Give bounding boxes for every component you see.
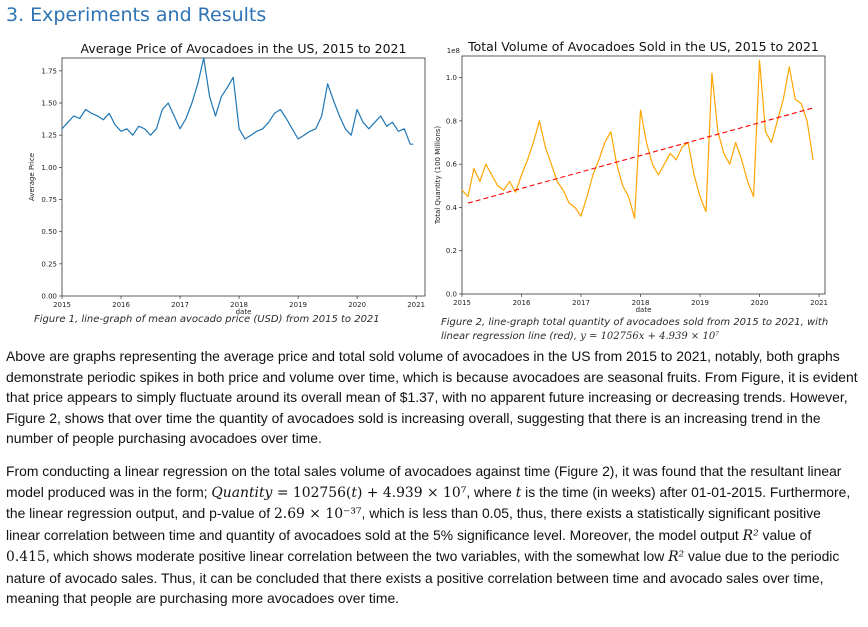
plot-frame [61,57,426,297]
y-tick-label: 1.75 [41,67,57,75]
equation-coefficient: = 102756( [272,484,352,501]
equation-quantity: Quantity [211,484,273,501]
x-tick-label: 2016 [112,301,130,309]
p-value: 2.69 × 10⁻³⁷ [273,506,362,522]
x-tick-label: 2020 [348,301,366,309]
x-tick-label: 2015 [453,299,471,307]
x-tick-label: 2019 [691,299,709,307]
y-axis-label: Average Price [28,153,36,201]
x-tick-label: 2019 [289,301,307,309]
x-tick-label: 2018 [632,299,650,307]
equation-intercept: ) + 4.939 × 10⁷ [356,484,467,501]
regression-text-4: , which is less than 0.05, thus, there e… [6,505,821,543]
regression-text-2: , where [466,483,516,500]
paragraph-discussion: Above are graphs representing the averag… [6,348,858,446]
x-tick-label: 2018 [230,301,248,309]
series-line [461,59,814,219]
chart-title: Average Price of Avocadoes in the US, 20… [81,41,407,56]
y-tick-label: 0.2 [446,247,457,255]
y-axis-label: Total Quantity (100 Millions) [434,126,442,226]
figure1-caption-text: Figure 1, line-graph of mean avocado pri… [34,314,380,325]
regression-text-1: From conducting a linear regression on t… [6,463,842,500]
plot-frame [461,55,826,295]
volume-chart: Total Volume of Avocadoes Sold in the US… [430,38,830,318]
scale-label: 1e8 [447,47,460,55]
x-axis-label: date [636,306,652,314]
figure2-caption: Figure 2, line-graph total quantity of a… [441,316,861,344]
equation-t: t [351,484,357,501]
figure1-caption: Figure 1, line-graph of mean avocado pri… [34,313,414,327]
y-tick-label: 1.25 [41,132,57,140]
y-tick-label: 0.4 [446,204,458,212]
y-tick-label: 1.0 [446,74,457,82]
r-squared-value: 0.415 [6,549,46,565]
figure2-caption-equation: y = 102756x + 4.939 × 10⁷ [580,331,720,342]
x-tick-label: 2015 [53,301,71,309]
regression-text-3: is the time (in weeks) after 01-01-2015.… [6,483,851,522]
x-tick-label: 2017 [171,301,189,309]
series-line [61,57,414,145]
paragraph-regression: From conducting a linear regression on t… [6,461,858,609]
figure2-caption-line2: linear regression line (red), [441,331,577,342]
y-tick-label: 1.00 [41,164,57,172]
r-squared-symbol: R² [742,527,759,544]
price-chart-svg: Average Price of Avocadoes in the US, 20… [28,41,426,316]
y-tick-label: 0.0 [446,291,457,299]
section-title: 3. Experiments and Results [6,4,267,26]
y-tick-label: 0.8 [446,117,457,125]
x-tick-label: 2021 [407,301,425,309]
variable-t: t [515,484,522,501]
regression-text-7: value due to the periodic nature of avoc… [6,548,840,606]
price-chart: Average Price of Avocadoes in the US, 20… [20,38,430,318]
y-tick-label: 0.6 [446,161,458,169]
r-squared-symbol-2: R² [668,549,685,565]
y-tick-label: 0.25 [41,260,57,268]
regression-line [467,107,814,204]
x-axis-label: date [236,308,252,316]
x-tick-label: 2020 [751,299,769,307]
x-tick-label: 2021 [810,299,828,307]
y-tick-label: 0.75 [41,196,57,204]
volume-chart-svg: Total Volume of Avocadoes Sold in the US… [434,39,828,314]
chart-title: Total Volume of Avocadoes Sold in the US… [467,39,819,54]
y-tick-label: 1.50 [41,100,57,108]
y-tick-label: 0.50 [41,228,57,236]
x-tick-label: 2017 [572,299,590,307]
x-tick-label: 2016 [513,299,531,307]
regression-text-5: value of [758,526,812,543]
y-tick-label: 0.00 [41,293,57,301]
figure2-caption-line1: Figure 2, line-graph total quantity of a… [441,317,829,328]
regression-text-6: , which shows moderate positive linear c… [45,548,669,564]
